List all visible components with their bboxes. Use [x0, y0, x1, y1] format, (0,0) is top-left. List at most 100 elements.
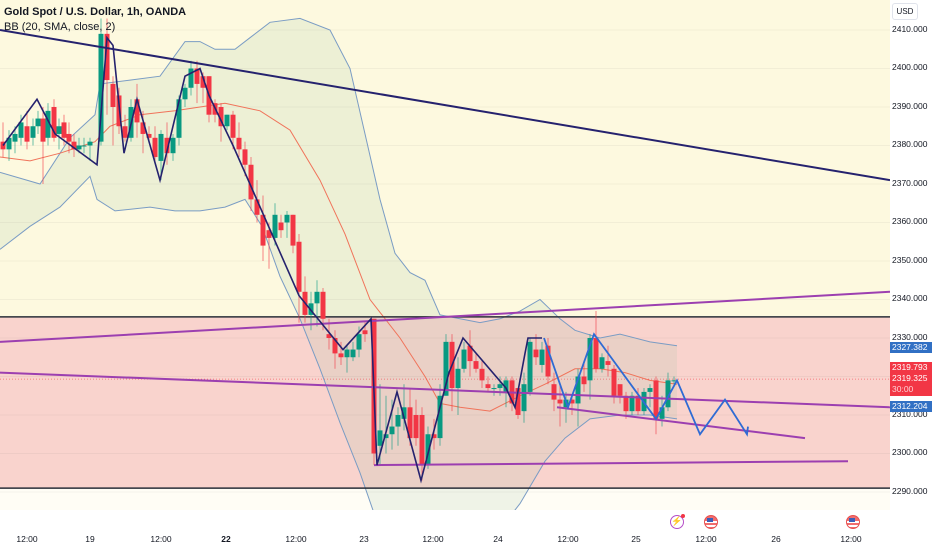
- us-flag-event-icon[interactable]: [704, 515, 718, 529]
- candle-down: [611, 368, 617, 396]
- lightning-event-icon[interactable]: ⚡: [670, 514, 685, 529]
- candle-up: [284, 214, 290, 223]
- candle-up: [182, 87, 188, 100]
- candle-up: [395, 415, 401, 427]
- candle-down: [551, 384, 557, 400]
- candle-up: [76, 145, 82, 150]
- upper-channel-line: [0, 290, 890, 343]
- candle-up: [158, 133, 164, 161]
- last-price-tag: 2319.793 2319.325 30:00: [890, 362, 932, 396]
- candle-down: [218, 107, 224, 127]
- candle-up: [377, 430, 383, 446]
- candle-up: [170, 137, 176, 154]
- price-tick: 2370.000: [892, 178, 928, 188]
- time-tick: 12:00: [150, 534, 172, 544]
- candle-down: [266, 230, 272, 238]
- candle-down: [122, 126, 128, 138]
- candle-down: [623, 395, 629, 412]
- candle-down: [110, 83, 116, 107]
- candle-up: [521, 384, 527, 412]
- symbol-title[interactable]: Gold Spot / U.S. Dollar, 1h, OANDA: [4, 6, 187, 18]
- candle-down: [152, 137, 158, 158]
- candle-down: [320, 291, 326, 319]
- candle-up: [272, 214, 278, 238]
- candle-down: [413, 415, 419, 439]
- candle-down: [473, 361, 479, 369]
- price-axis[interactable]: USD 2410.000 2400.000 2390.000 2380.000 …: [890, 0, 932, 510]
- time-tick: 22: [221, 534, 231, 544]
- price-tick: 2290.000: [892, 486, 928, 496]
- time-axis[interactable]: 12:00 19 12:00 22 12:00 23 12:00 24 12:00 25 12:00…: [0, 510, 890, 550]
- candle-down: [254, 199, 260, 215]
- bollinger-indicator-label[interactable]: BB (20, SMA, close, 2): [4, 21, 116, 33]
- candle-down: [635, 395, 641, 412]
- candle-down: [332, 338, 338, 354]
- candle-up: [539, 349, 545, 365]
- candle-down: [593, 338, 599, 369]
- candle-up: [35, 118, 41, 127]
- chart-background-lower: [0, 488, 890, 510]
- candle-down: [431, 434, 437, 439]
- chart-plot-area[interactable]: Gold Spot / U.S. Dollar, 1h, OANDA BB (2…: [0, 0, 890, 510]
- price-tick: 2390.000: [892, 101, 928, 111]
- candle-up: [176, 99, 182, 138]
- candle-up: [455, 368, 461, 389]
- candle-up: [188, 68, 194, 88]
- candle-down: [545, 345, 551, 377]
- candle-down: [248, 164, 254, 200]
- candle-down: [40, 118, 46, 142]
- candle-down: [164, 137, 170, 154]
- time-tick: 23: [359, 534, 369, 544]
- candle-down: [605, 361, 611, 365]
- candle-up: [461, 349, 467, 369]
- candle-up: [81, 145, 87, 147]
- candle-down: [290, 214, 296, 246]
- us-flag-event-icon[interactable]: [846, 515, 860, 529]
- candle-down: [479, 368, 485, 381]
- candlestick-plot[interactable]: [0, 0, 890, 510]
- candle-down: [515, 388, 521, 415]
- candle-up: [45, 110, 51, 138]
- candle-up: [18, 122, 24, 138]
- candle-up: [356, 334, 362, 350]
- time-tick: 19: [85, 534, 95, 544]
- candle-down: [242, 149, 248, 165]
- descending-trendline: [0, 29, 890, 182]
- candle-down: [569, 399, 575, 404]
- candle-up: [671, 380, 677, 382]
- price-tick: 2400.000: [892, 62, 928, 72]
- candle-up: [443, 341, 449, 396]
- candle-up: [12, 133, 18, 142]
- price-tick: 2380.000: [892, 139, 928, 149]
- candle-up: [437, 395, 443, 439]
- candle-down: [653, 380, 659, 419]
- lower-channel-line: [556, 406, 806, 440]
- candle-down: [581, 376, 587, 385]
- candle-down: [407, 407, 413, 439]
- candle-up: [599, 357, 605, 369]
- currency-button[interactable]: USD: [892, 3, 918, 20]
- time-tick: 12:00: [840, 534, 862, 544]
- candle-up: [87, 141, 93, 146]
- bar-countdown: 30:00: [892, 384, 914, 394]
- notification-dot: [681, 514, 685, 518]
- candle-up: [527, 341, 533, 392]
- candle-up: [503, 380, 509, 392]
- time-tick: 12:00: [16, 534, 38, 544]
- candle-up: [425, 434, 431, 466]
- time-tick: 12:00: [695, 534, 717, 544]
- candle-up: [350, 349, 356, 358]
- candle-down: [200, 76, 206, 88]
- candle-down: [419, 415, 425, 466]
- candle-down: [104, 33, 110, 81]
- time-tick: 12:00: [557, 534, 579, 544]
- candle-up: [344, 349, 350, 358]
- time-tick: 12:00: [422, 534, 444, 544]
- candle-up: [665, 380, 671, 408]
- candle-up: [30, 126, 36, 138]
- projected-wave-path: [543, 332, 749, 437]
- candle-down: [134, 99, 140, 123]
- candle-up: [587, 338, 593, 381]
- candle-down: [146, 133, 152, 138]
